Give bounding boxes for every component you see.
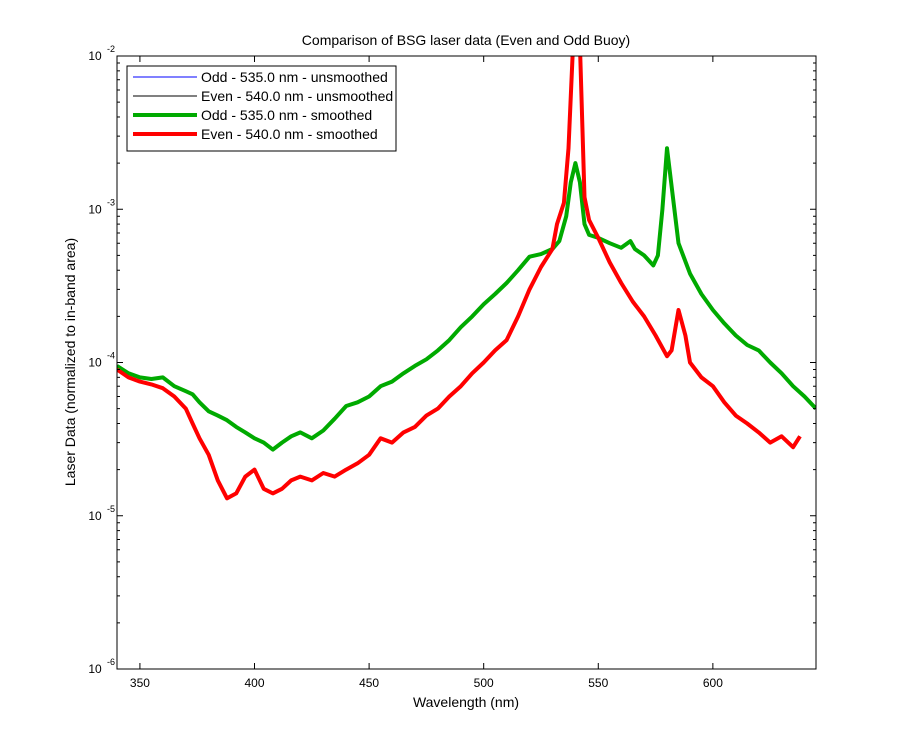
plot-frame xyxy=(116,55,817,670)
y-tick-exponent: -2 xyxy=(107,44,115,54)
x-tick-label: 550 xyxy=(588,676,608,690)
legend-box xyxy=(126,65,397,152)
x-tick-label: 400 xyxy=(244,676,264,690)
x-axis-label: Wavelength (nm) xyxy=(413,694,519,710)
legend-label-even-540-0-nm-unsmoothed: Even - 540.0 nm - unsmoothed xyxy=(201,88,393,104)
legend: Odd - 535.0 nm - unsmoothed Even - 540.0 … xyxy=(126,65,397,152)
x-tick-label: 350 xyxy=(130,676,150,690)
y-tick-label: 10 xyxy=(88,49,102,63)
chart-title: Comparison of BSG laser data (Even and O… xyxy=(302,32,630,48)
y-tick-exponent: -6 xyxy=(107,657,115,667)
series-layer xyxy=(117,56,816,501)
legend-label-even-540-0-nm-smoothed: Even - 540.0 nm - smoothed xyxy=(201,126,378,142)
legend-label-odd-535-0-nm-unsmoothed: Odd - 535.0 nm - unsmoothed xyxy=(201,69,388,85)
y-tick-exponent: -4 xyxy=(107,351,115,361)
axis-ticks: 350 400 450 500 550 600 10 -6 10 -5 10 -4 10 -3 10 -2 xyxy=(88,44,816,690)
y-tick-label: 10 xyxy=(88,356,102,370)
y-tick-label: 10 xyxy=(88,662,102,676)
x-tick-label: 500 xyxy=(474,676,494,690)
y-tick-exponent: -5 xyxy=(107,504,115,514)
y-tick-label: 10 xyxy=(88,509,102,523)
series-line-odd-535-0-nm-smoothed xyxy=(117,146,816,452)
y-tick-exponent: -3 xyxy=(107,197,115,207)
series-line-even-540-0-nm-smoothed xyxy=(117,56,802,501)
x-tick-label: 600 xyxy=(703,676,723,690)
x-tick-label: 450 xyxy=(359,676,379,690)
legend-label-odd-535-0-nm-smoothed: Odd - 535.0 nm - smoothed xyxy=(201,107,372,123)
plot-area xyxy=(117,56,816,669)
y-axis-label: Laser Data (normalized to in-band area) xyxy=(62,238,78,486)
y-tick-label: 10 xyxy=(88,202,102,216)
